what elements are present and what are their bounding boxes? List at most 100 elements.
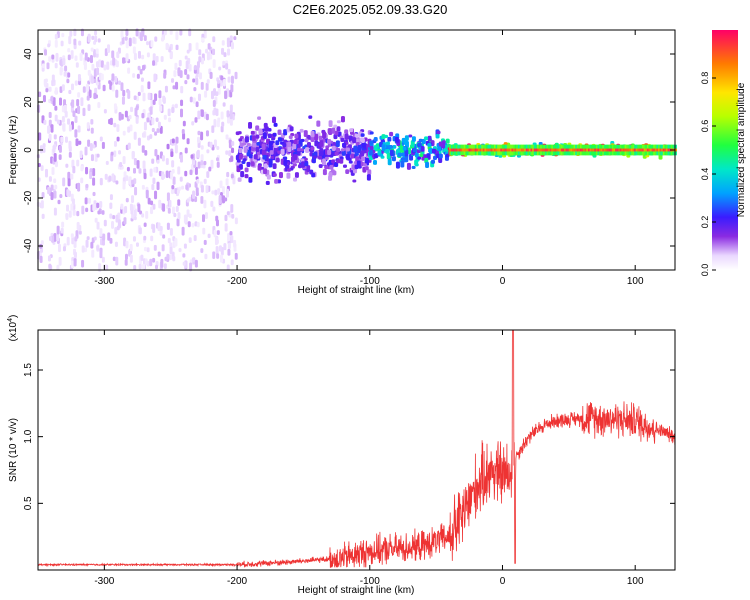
spectrogram-cell — [341, 150, 346, 156]
spectrogram-band-core — [541, 148, 545, 152]
spectrogram-x-label: Height of straight line (km) — [298, 285, 415, 296]
spectrogram-cell — [201, 37, 205, 43]
spectrogram-cell — [166, 143, 170, 150]
spectrogram-cell — [150, 206, 154, 215]
spectrogram-cell — [115, 256, 119, 266]
spectrogram-cell — [431, 159, 436, 164]
spectrogram-cell — [74, 80, 78, 86]
spectrogram-cell — [47, 186, 51, 195]
spectrogram-cell — [89, 55, 93, 64]
spectrogram-cell — [56, 234, 60, 242]
spectrogram-cell — [68, 140, 72, 150]
spectrogram-cell — [62, 123, 66, 132]
spectrogram-band-core — [658, 148, 662, 152]
spectrogram-cell — [151, 117, 155, 125]
spectrogram-cell — [250, 130, 255, 135]
spectrogram-cell — [169, 254, 173, 261]
spectrogram-cell — [301, 161, 306, 168]
spectrogram-cell — [253, 154, 258, 160]
spectrogram-cell — [189, 96, 193, 103]
spectrogram-cell — [142, 160, 146, 169]
spectrogram-cell — [137, 203, 141, 213]
spectrogram-cell — [71, 83, 75, 91]
spectrogram-cell — [41, 192, 45, 199]
spectrogram-cell — [127, 90, 131, 100]
spectrogram-cell — [268, 144, 273, 152]
spectrogram-band-core — [618, 148, 622, 152]
spectrogram-band-core — [455, 148, 459, 152]
spectrogram-cell — [233, 36, 237, 41]
spectrogram-cell — [252, 142, 257, 148]
spectrogram-cell — [52, 97, 56, 107]
spectrogram-cell — [294, 172, 299, 178]
spectrogram-cell — [185, 184, 189, 190]
spectrogram-cell — [65, 163, 69, 168]
spectrogram-cell — [124, 259, 128, 266]
spectrogram-cell — [116, 124, 120, 132]
spectrogram-cell — [202, 214, 206, 223]
spectrogram-cell — [139, 68, 143, 75]
spectrogram-cell — [50, 96, 54, 102]
spectrogram-cell — [369, 145, 374, 151]
spectrogram-cell — [176, 218, 180, 227]
spectrogram-cell — [50, 184, 54, 191]
spectrogram-band-core — [648, 148, 652, 152]
spectrogram-band-core — [546, 148, 550, 152]
spectrogram-band-core — [513, 148, 517, 152]
spectrogram-cell — [187, 221, 191, 228]
spectrogram-cell — [129, 203, 133, 211]
spectrogram-cell — [197, 136, 201, 144]
spectrogram-cell — [92, 167, 96, 177]
spectrogram-cell — [129, 254, 133, 263]
spectrogram-band-core — [474, 148, 478, 152]
spectrogram-cell — [255, 125, 260, 131]
spectrogram-cell — [337, 131, 342, 137]
spectrogram-cell — [369, 131, 374, 135]
spectrogram-cell — [180, 99, 184, 107]
spectrogram-cell — [141, 184, 145, 190]
spectrogram-cell — [243, 146, 248, 153]
spectrogram-cell — [287, 168, 292, 172]
spectrogram-cell — [153, 167, 157, 173]
spectrogram-cell — [99, 201, 103, 208]
spectrogram-cell — [406, 162, 411, 170]
spectrogram-cell — [133, 95, 137, 101]
spectrogram-cell — [184, 147, 188, 154]
spectrogram-cell — [85, 207, 89, 213]
spectrogram-band-core — [643, 148, 647, 152]
spectrogram-cell — [309, 169, 314, 175]
spectrogram-cell — [202, 227, 206, 235]
spectrogram-cell — [229, 230, 233, 236]
spectrogram-cell — [90, 47, 94, 52]
spectrogram-cell — [84, 52, 88, 61]
spectrogram-band-core — [564, 148, 568, 152]
spectrogram-cell — [169, 51, 173, 58]
spectrogram-cell — [174, 238, 178, 247]
snr-x-ticks: -300 -200 -100 0 100 — [94, 330, 644, 587]
spectrogram-cell — [256, 142, 261, 146]
spectrogram-x-tick-label: -200 — [227, 276, 247, 287]
spectrogram-cell — [59, 86, 63, 93]
spectrogram-cell — [412, 147, 417, 153]
spectrogram-cell — [61, 32, 65, 38]
spectrogram-cell — [96, 245, 100, 251]
spectrogram-cell — [145, 210, 149, 219]
spectrogram-cell — [120, 203, 124, 210]
spectrogram-cell — [203, 178, 207, 184]
snr-y-ticks: 0.5 1.0 1.5 — [23, 363, 675, 510]
spectrogram-cell — [327, 128, 332, 134]
spectrogram-cell — [212, 251, 216, 260]
spectrogram-cell — [184, 55, 188, 60]
spectrogram-cell — [174, 103, 178, 109]
spectrogram-cell — [228, 139, 232, 149]
spectrogram-cell — [235, 131, 240, 136]
spectrogram-cell — [80, 165, 84, 172]
spectrogram-cell — [122, 89, 126, 97]
spectrogram-cell — [195, 77, 199, 86]
spectrogram-band-core — [489, 148, 493, 152]
spectrogram-cell — [200, 131, 204, 141]
spectrogram-cell — [222, 195, 226, 204]
spectrogram-cell — [91, 35, 95, 40]
spectrogram-band-core — [452, 148, 456, 152]
